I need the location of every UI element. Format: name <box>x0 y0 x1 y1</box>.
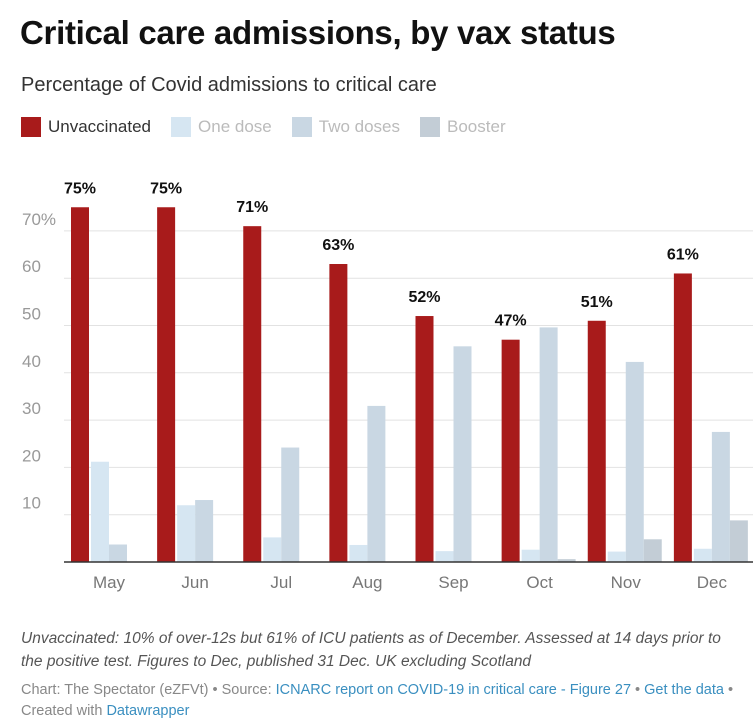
bar-unvaccinated <box>587 320 606 562</box>
y-tick-label: 50 <box>22 305 41 324</box>
bar-two-doses <box>367 405 386 562</box>
x-tick-label: Jun <box>181 573 208 592</box>
bar-one-dose <box>263 537 282 562</box>
bar-unvaccinated <box>501 339 520 562</box>
data-label: 75% <box>64 180 96 197</box>
y-tick-label: 30 <box>22 399 41 418</box>
data-label: 61% <box>667 246 699 263</box>
bar-two-doses <box>109 544 127 562</box>
bar-one-dose <box>435 551 454 562</box>
y-tick-label: 20 <box>22 446 41 465</box>
bar-two-doses <box>711 431 730 562</box>
chart-subtitle: Percentage of Covid admissions to critic… <box>21 74 437 96</box>
x-tick-label: Aug <box>352 573 382 592</box>
chart-credit: Chart: The Spectator (eZFVt) <box>21 682 209 698</box>
x-tick-label: May <box>93 573 126 592</box>
footer-separator: • Created with <box>21 682 734 719</box>
data-label: 51% <box>581 294 613 311</box>
legend-item-two-doses[interactable]: Two doses <box>291 117 401 137</box>
bar-unvaccinated <box>329 264 348 562</box>
bar-chart: 10 20 30 40 50 60 70% 75% May 75% Jun 71% Jul 63% Aug 5… <box>22 180 753 592</box>
bar-two-doses <box>453 346 472 562</box>
source-link[interactable]: ICNARC report on COVID-19 in critical ca… <box>275 682 632 698</box>
x-tick-label: Jul <box>270 573 292 592</box>
x-tick-label: Dec <box>697 573 728 592</box>
legend-label-one-dose: One dose <box>198 117 272 136</box>
legend-swatch-two-doses <box>291 117 312 137</box>
legend-label-unvaccinated: Unvaccinated <box>48 117 152 136</box>
legend-swatch-one-dose <box>171 117 192 137</box>
x-tick-label: Nov <box>611 573 642 592</box>
data-label: 63% <box>322 237 354 254</box>
chart-title: Critical care admissions, by vax status <box>20 14 616 51</box>
bar-booster <box>557 559 576 562</box>
y-tick-label: 40 <box>22 352 41 371</box>
legend-item-booster[interactable]: Booster <box>420 117 506 137</box>
bar-two-doses <box>195 500 214 562</box>
footer-separator: • <box>631 682 645 698</box>
bar-one-dose <box>521 549 540 562</box>
data-label: 75% <box>150 180 182 197</box>
chart-note: Unvaccinated: 10% of over-12s but 61% of… <box>21 630 721 670</box>
bar-one-dose <box>177 505 196 562</box>
footer-separator: • Source: <box>208 682 276 698</box>
bar-two-doses <box>281 447 300 562</box>
bar-unvaccinated <box>415 316 434 562</box>
y-tick-label: 60 <box>22 257 41 276</box>
bar-two-doses <box>539 327 558 562</box>
data-label: 47% <box>495 313 527 330</box>
bar-unvaccinated <box>157 207 176 562</box>
x-tick-label: Oct <box>526 573 553 592</box>
bar-two-doses <box>625 361 644 562</box>
chart-footer: Chart: The Spectator (eZFVt) • Source: I… <box>21 680 749 722</box>
bar-booster <box>643 539 662 562</box>
legend-label-two-doses: Two doses <box>318 117 401 136</box>
legend-swatch-booster <box>420 117 441 137</box>
y-tick-label: 10 <box>22 494 41 513</box>
datawrapper-link[interactable]: Datawrapper <box>106 703 190 719</box>
legend-label-booster: Booster <box>447 117 506 136</box>
get-data-link[interactable]: Get the data <box>644 682 724 698</box>
x-tick-label: Sep <box>438 573 468 592</box>
legend-swatch-unvaccinated <box>21 117 41 137</box>
legend-item-unvaccinated[interactable]: Unvaccinated <box>21 117 151 137</box>
bar-one-dose <box>349 544 368 562</box>
data-label: 52% <box>408 289 440 306</box>
y-tick-label: 70% <box>22 210 56 229</box>
bar-unvaccinated <box>71 207 89 562</box>
data-label: 71% <box>236 199 268 216</box>
bar-unvaccinated <box>243 226 262 563</box>
bar-one-dose <box>607 551 626 562</box>
bar-unvaccinated <box>673 273 692 562</box>
legend: Unvaccinated One dose Two doses Booster <box>21 117 526 137</box>
bar-one-dose <box>693 548 712 562</box>
bar-one-dose <box>91 461 109 562</box>
bar-booster <box>729 520 748 562</box>
legend-item-one-dose[interactable]: One dose <box>171 117 272 137</box>
